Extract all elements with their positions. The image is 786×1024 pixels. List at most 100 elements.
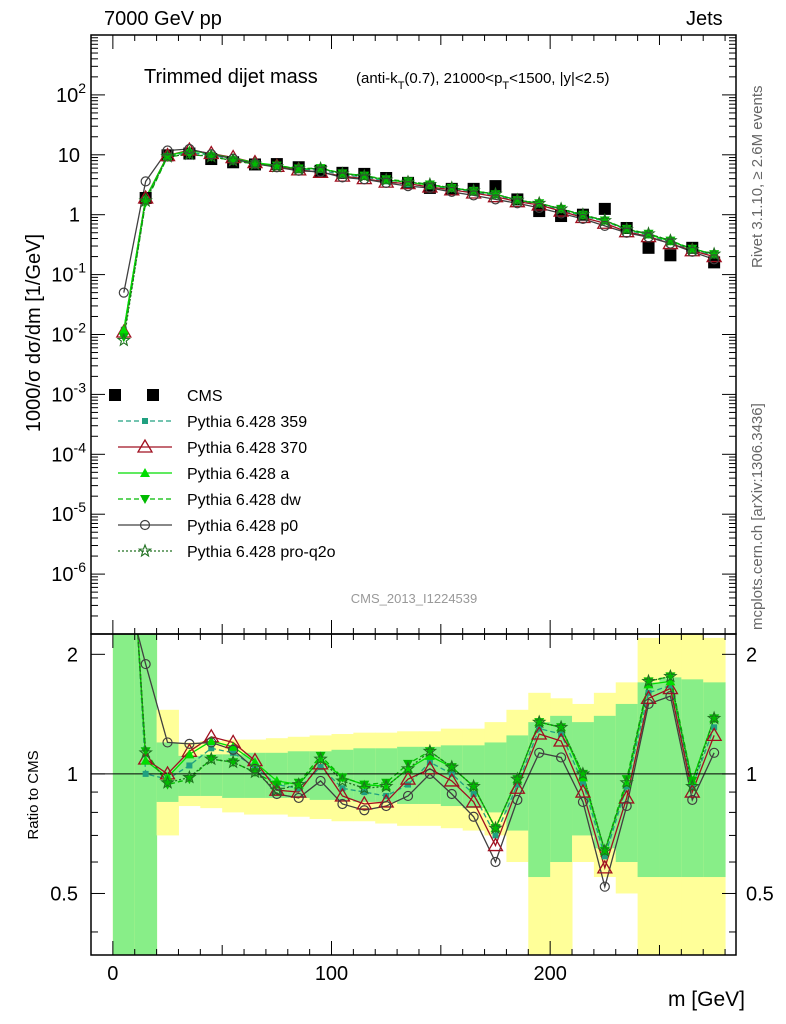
ratio-data-point (268, 781, 285, 796)
main-data-point (379, 172, 394, 187)
ratio-data-point (488, 820, 503, 835)
main-data-point (313, 160, 328, 175)
main-data-point (335, 166, 350, 180)
ratio-data-point (512, 794, 523, 806)
ratio-data-point (334, 787, 351, 802)
main-data-point (271, 162, 282, 173)
green-band-bin (353, 748, 376, 802)
y-tick-label: 10 (58, 145, 80, 167)
main-data-point (534, 202, 545, 213)
main-data-point (225, 153, 241, 167)
ratio-data-point (228, 741, 239, 751)
main-data-point (708, 256, 721, 269)
ratio-data-point (357, 780, 372, 795)
ratio-data-point (599, 881, 610, 892)
ratio-y-axis-label: Ratio to CMS (25, 750, 42, 839)
ratio-data-point (492, 832, 499, 839)
ratio-data-point (315, 775, 326, 787)
ratio-data-point (706, 710, 722, 725)
ratio-data-point (579, 779, 586, 786)
y-tick-label: 10-3 (51, 379, 86, 406)
ratio-data-point (162, 737, 173, 748)
ratio-data-point (487, 837, 504, 852)
ratio-data-point (361, 789, 368, 796)
series-markers (115, 141, 723, 892)
main-data-point (490, 194, 501, 205)
ratio-data-point (186, 762, 193, 769)
ratio-data-point (663, 668, 678, 683)
ratio-data-point (249, 763, 261, 774)
ratio-data-point (466, 778, 481, 793)
green-band-bin (550, 715, 573, 863)
green-band-bin (112, 634, 136, 955)
ratio-series-line (137, 633, 715, 854)
ratio-data-point (381, 800, 392, 812)
ratio-data-point (378, 793, 395, 808)
ratio-data-point (490, 856, 501, 868)
main-data-point (444, 180, 460, 195)
main-data-point (293, 165, 304, 176)
ratio-data-point (140, 747, 151, 757)
main-data-point (599, 220, 610, 232)
green-band-bin (703, 682, 726, 878)
main-data-point (575, 207, 591, 221)
ratio-data-point (182, 769, 197, 784)
ratio-data-point (225, 754, 241, 769)
ratio-data-point (291, 777, 306, 791)
legend-marker (136, 438, 154, 453)
y-tick-label: 10-6 (51, 559, 86, 586)
main-data-point (597, 212, 612, 227)
legend-marker (140, 468, 150, 477)
main-data-point (577, 213, 589, 225)
main-data-point (619, 221, 634, 236)
main-data-point (160, 149, 175, 163)
ratio-data-point (621, 800, 632, 812)
legend-marker (109, 389, 121, 401)
ratio-data-point (269, 782, 285, 797)
rivet-version-text: Rivet 3.1.10, ≥ 2.6M events (749, 85, 766, 269)
main-data-point (184, 143, 195, 155)
legend-label: Pythia 6.428 p0 (187, 518, 298, 535)
legend-marker (147, 389, 159, 401)
green-band-bin (265, 752, 289, 798)
main-data-point (381, 177, 392, 188)
tick-labels: 0 100 200 10-6 10-5 10-4 10-3 10-2 10-1 1 10 102 0.5… (50, 80, 774, 985)
series-lines (91, 148, 736, 890)
green-band-bin (462, 745, 486, 809)
ratio-data-point (709, 747, 720, 758)
legend-marker (139, 519, 151, 531)
main-series-line (123, 153, 715, 338)
ratio-data-point (555, 752, 567, 763)
title-cuts: (anti-kT(0.7), 21000<pT<1500, |y|<2.5) (356, 70, 610, 92)
ratio-data-point (619, 775, 634, 789)
main-data-point (531, 196, 548, 211)
main-data-point (162, 145, 173, 156)
ratio-data-point (689, 783, 696, 790)
ratio-data-point (618, 789, 635, 804)
green-band-bin (484, 742, 507, 813)
ratio-data-point (335, 773, 350, 788)
legend-label: Pythia 6.428 a (187, 466, 289, 483)
ratio-data-point (249, 757, 260, 767)
ratio-data-point (184, 749, 195, 759)
ratio-data-point (315, 751, 326, 761)
ratio-data-point (577, 796, 589, 808)
ratio-data-point (532, 714, 547, 729)
ratio-data-point (203, 751, 219, 766)
legend-label: CMS (187, 388, 223, 405)
ratio-data-point (685, 778, 700, 793)
ratio-data-point (444, 759, 460, 774)
ratio-data-point (184, 738, 195, 749)
ratio-data-point (337, 773, 348, 783)
ratio-frame (90, 633, 737, 956)
main-data-point (466, 183, 481, 197)
main-data-point (446, 186, 457, 198)
main-data-point (665, 238, 676, 249)
y-tick-label: 10-2 (51, 320, 86, 347)
main-data-point (337, 172, 348, 183)
legend-label: Pythia 6.428 370 (187, 440, 307, 457)
ratio-data-point (208, 745, 215, 752)
ratio-data-point (402, 790, 414, 802)
main-data-point (402, 181, 414, 192)
green-band-bin (593, 715, 617, 849)
